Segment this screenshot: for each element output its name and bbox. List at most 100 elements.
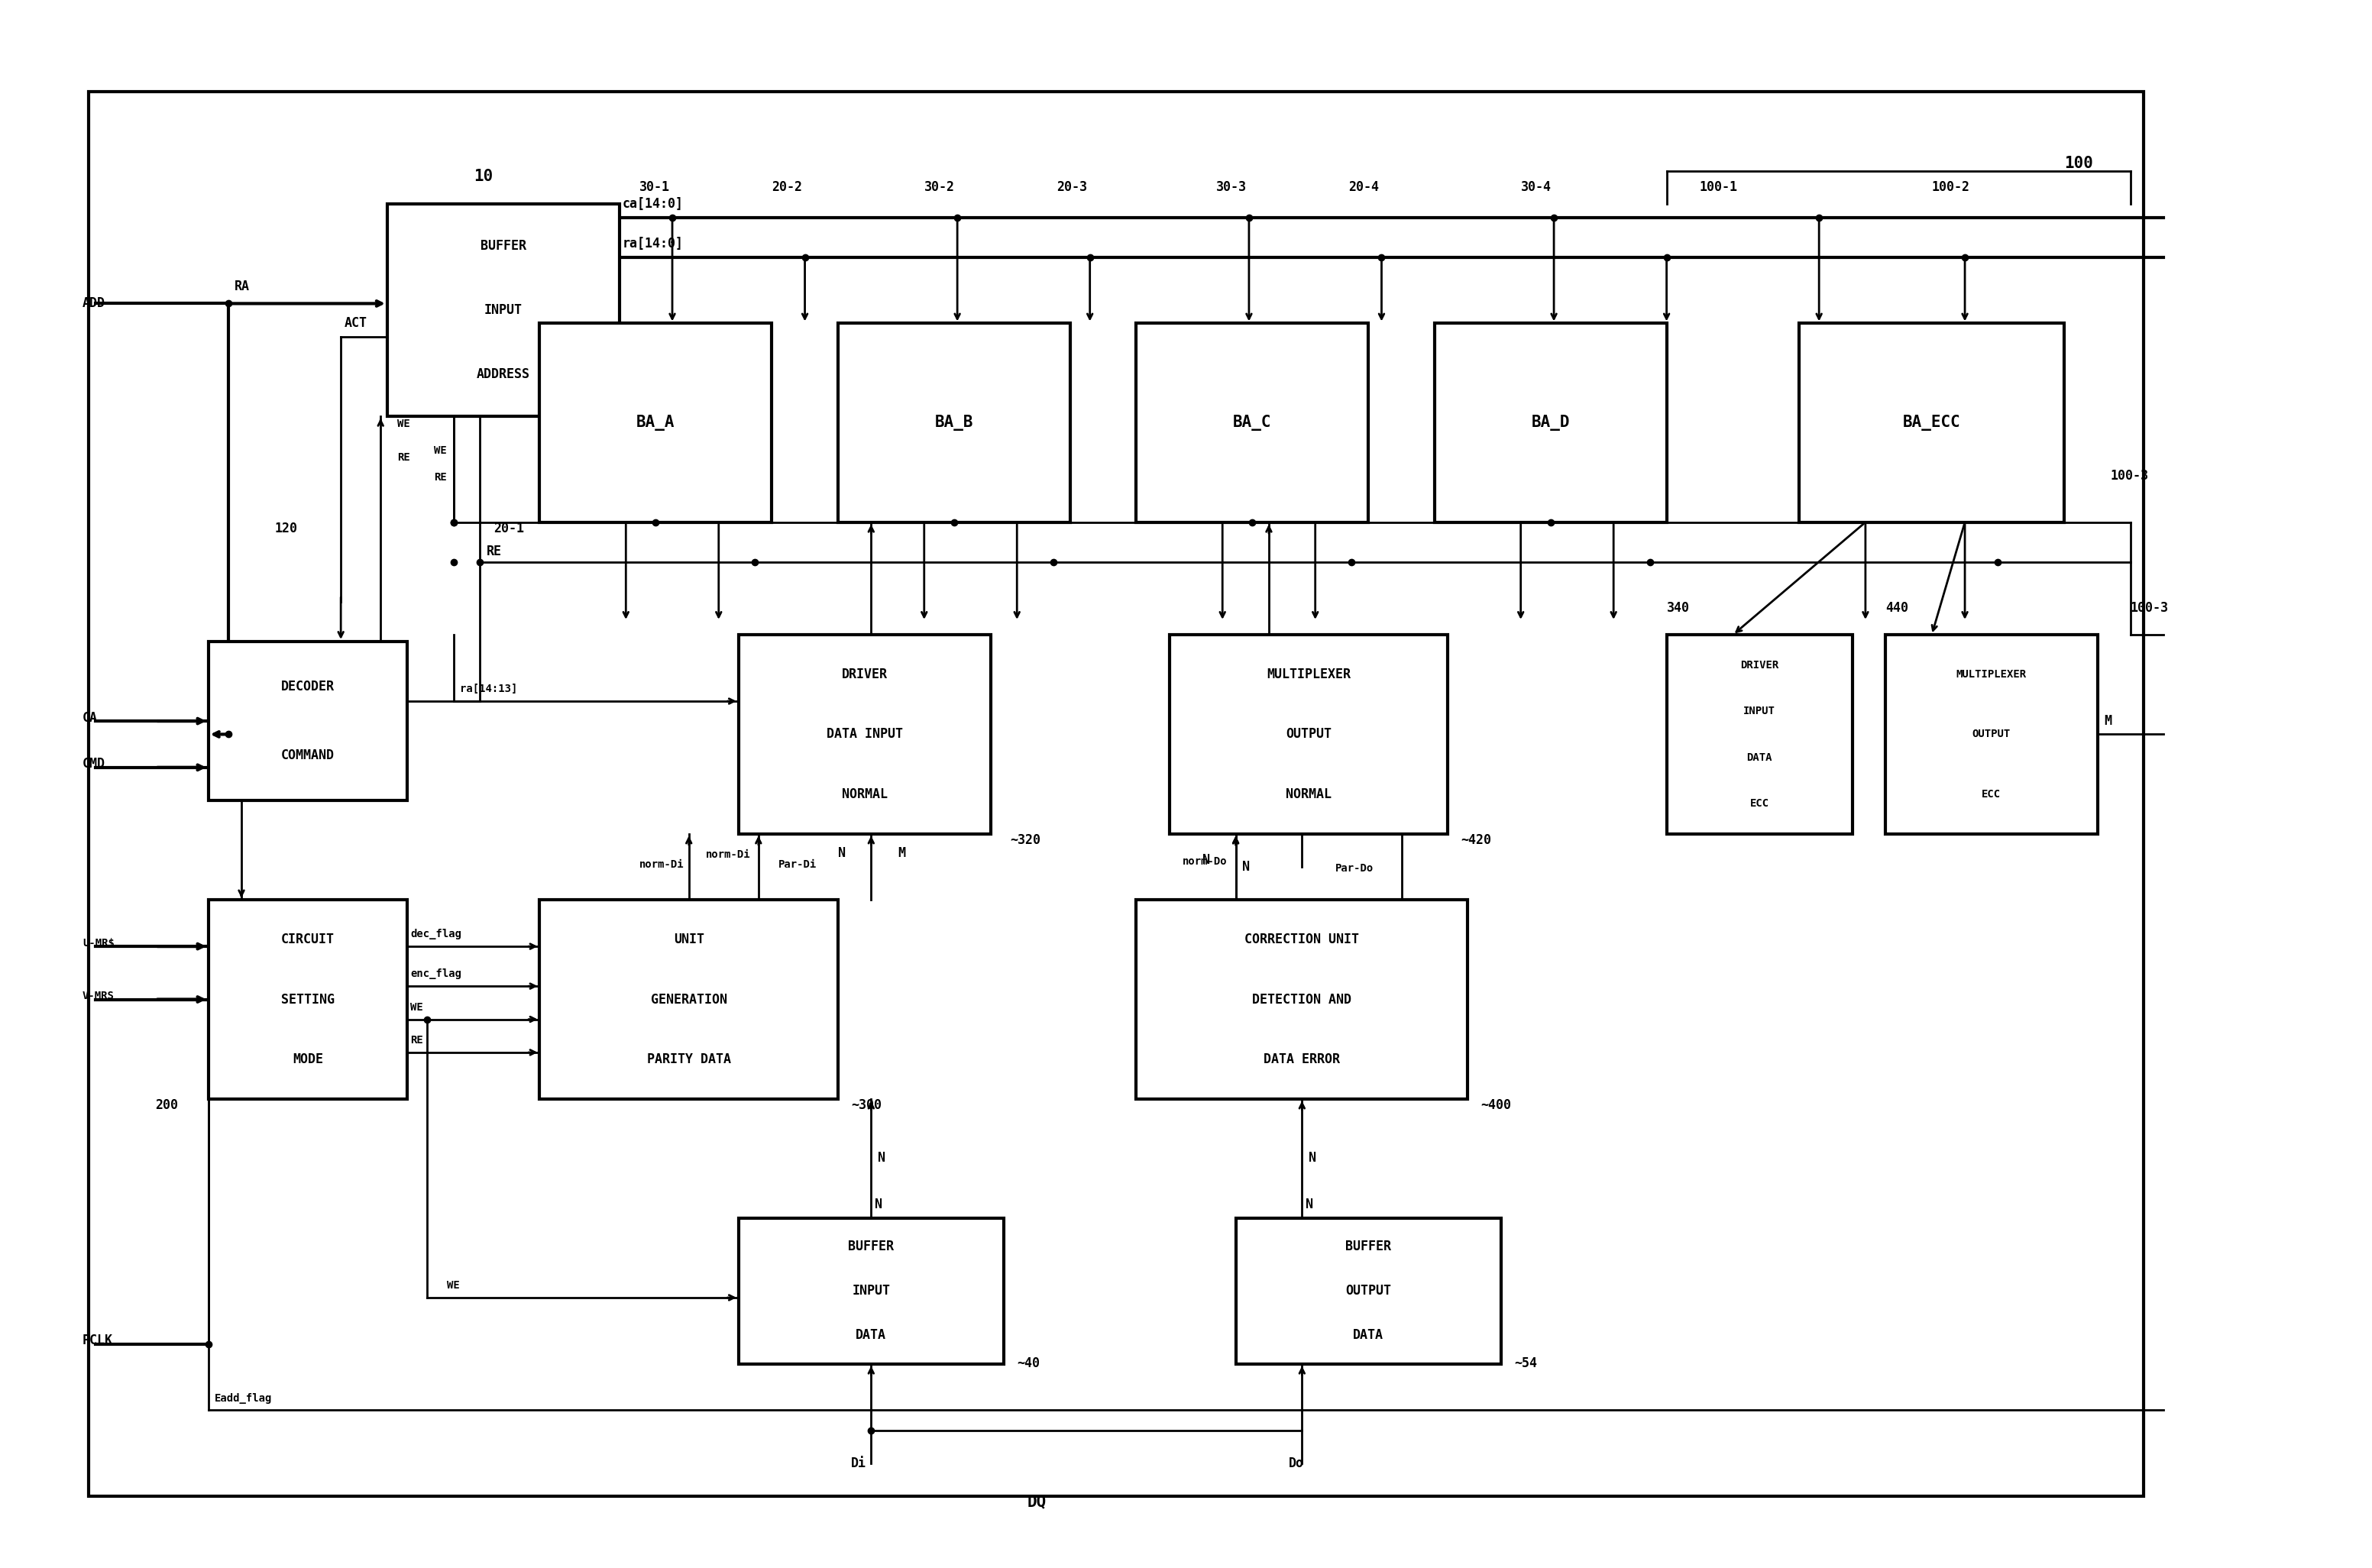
Text: norm-Di: norm-Di	[638, 859, 683, 870]
Text: ADDRESS: ADDRESS	[477, 367, 529, 381]
Text: 440: 440	[1886, 601, 1907, 615]
Text: ~40: ~40	[1018, 1356, 1039, 1370]
Text: Par-Do: Par-Do	[1335, 862, 1373, 873]
Text: WE: WE	[434, 445, 446, 456]
Text: N: N	[1203, 853, 1210, 867]
Text: BA_A: BA_A	[636, 416, 676, 431]
Text: INPUT: INPUT	[1743, 706, 1774, 717]
Bar	[1169, 635, 1447, 834]
Text: ra[14:0]: ra[14:0]	[621, 237, 683, 251]
Text: 100-2: 100-2	[1931, 180, 1969, 194]
Text: INPUT: INPUT	[484, 303, 522, 317]
Text: MULTIPLEXER: MULTIPLEXER	[1957, 668, 2026, 679]
Text: N: N	[878, 1151, 885, 1165]
Text: NORMAL: NORMAL	[842, 787, 887, 801]
Text: INPUT: INPUT	[852, 1284, 890, 1298]
Text: WE: WE	[446, 1281, 460, 1290]
Text: PARITY DATA: PARITY DATA	[648, 1052, 731, 1066]
Bar	[1798, 323, 2064, 522]
Text: V-MRS: V-MRS	[83, 991, 114, 1002]
Text: M: M	[2104, 713, 2111, 728]
Text: DRIVER: DRIVER	[842, 666, 887, 681]
Text: CIRCUIT: CIRCUIT	[280, 933, 334, 946]
Text: 200: 200	[154, 1098, 178, 1112]
Text: RE: RE	[396, 452, 410, 463]
Text: BUFFER: BUFFER	[479, 238, 527, 252]
Text: RE: RE	[410, 1035, 422, 1046]
Text: BA_ECC: BA_ECC	[1902, 416, 1962, 431]
Bar	[1886, 635, 2097, 834]
Text: ADD: ADD	[83, 296, 104, 310]
Text: OUTPUT: OUTPUT	[1345, 1284, 1392, 1298]
Text: 30-2: 30-2	[925, 180, 954, 194]
Text: MULTIPLEXER: MULTIPLEXER	[1267, 666, 1350, 681]
Text: 100-3: 100-3	[2111, 469, 2149, 483]
Text: 120: 120	[275, 522, 296, 536]
Text: M: M	[897, 847, 906, 861]
Text: ra[14:13]: ra[14:13]	[460, 684, 517, 695]
Bar	[387, 204, 619, 416]
Text: Par-Di: Par-Di	[778, 859, 816, 870]
Text: ~320: ~320	[1010, 833, 1041, 847]
Text: DETECTION AND: DETECTION AND	[1252, 993, 1352, 1007]
Text: 10: 10	[474, 169, 493, 183]
Text: DATA INPUT: DATA INPUT	[825, 728, 904, 742]
Text: DQ: DQ	[1027, 1494, 1046, 1510]
Text: WE: WE	[396, 419, 410, 430]
Text: OUTPUT: OUTPUT	[1286, 728, 1331, 742]
Text: OUTPUT: OUTPUT	[1971, 729, 2011, 740]
Text: CORRECTION UNIT: CORRECTION UNIT	[1245, 933, 1359, 946]
Text: BUFFER: BUFFER	[1345, 1240, 1392, 1254]
Bar	[738, 1218, 1003, 1364]
Text: norm-Di: norm-Di	[704, 850, 750, 861]
Text: ~420: ~420	[1461, 833, 1492, 847]
Bar	[1435, 323, 1668, 522]
Text: CMD: CMD	[83, 757, 104, 771]
Text: ECC: ECC	[1981, 789, 2002, 800]
Text: N: N	[1305, 1198, 1314, 1212]
Text: ~400: ~400	[1480, 1098, 1511, 1112]
Text: 20-1: 20-1	[493, 522, 524, 536]
Text: SETTING: SETTING	[280, 993, 334, 1007]
Text: ~54: ~54	[1513, 1356, 1537, 1370]
Text: Di: Di	[852, 1457, 866, 1469]
Text: 30-1: 30-1	[638, 180, 669, 194]
Bar	[1136, 900, 1468, 1099]
Text: norm-Do: norm-Do	[1184, 856, 1226, 867]
Text: 340: 340	[1668, 601, 1689, 615]
Text: Do: Do	[1288, 1457, 1305, 1469]
Text: N: N	[837, 847, 847, 861]
Text: DATA: DATA	[1352, 1328, 1383, 1342]
Text: 100-1: 100-1	[1701, 180, 1739, 194]
Text: RE: RE	[434, 472, 446, 483]
Bar	[209, 641, 408, 801]
Text: 30-3: 30-3	[1217, 180, 1245, 194]
Text: DECODER: DECODER	[280, 679, 334, 693]
Bar	[1668, 635, 1853, 834]
Bar	[541, 323, 771, 522]
Bar	[1236, 1218, 1501, 1364]
Text: N: N	[1309, 1151, 1316, 1165]
Text: UNIT: UNIT	[674, 933, 704, 946]
Bar	[541, 900, 837, 1099]
Text: ACT: ACT	[344, 317, 368, 329]
Text: BUFFER: BUFFER	[849, 1240, 894, 1254]
Text: ~300: ~300	[852, 1098, 882, 1112]
Text: ca[14:0]: ca[14:0]	[621, 198, 683, 210]
Bar	[209, 900, 408, 1099]
Text: 30-4: 30-4	[1520, 180, 1551, 194]
Text: ECC: ECC	[1751, 798, 1770, 809]
Text: dec_flag: dec_flag	[410, 930, 463, 939]
Text: CA: CA	[83, 710, 97, 724]
Text: DATA ERROR: DATA ERROR	[1264, 1052, 1340, 1066]
Text: Eadd_flag: Eadd_flag	[216, 1392, 273, 1403]
Text: U-MR$: U-MR$	[83, 938, 114, 949]
Text: RE: RE	[486, 546, 503, 558]
Text: GENERATION: GENERATION	[650, 993, 728, 1007]
Text: PCLK: PCLK	[83, 1334, 114, 1347]
Text: WE: WE	[410, 1002, 422, 1013]
Text: 100-3: 100-3	[2130, 601, 2168, 615]
Bar	[738, 635, 991, 834]
Text: RA: RA	[235, 279, 249, 293]
Text: 20-4: 20-4	[1347, 180, 1378, 194]
